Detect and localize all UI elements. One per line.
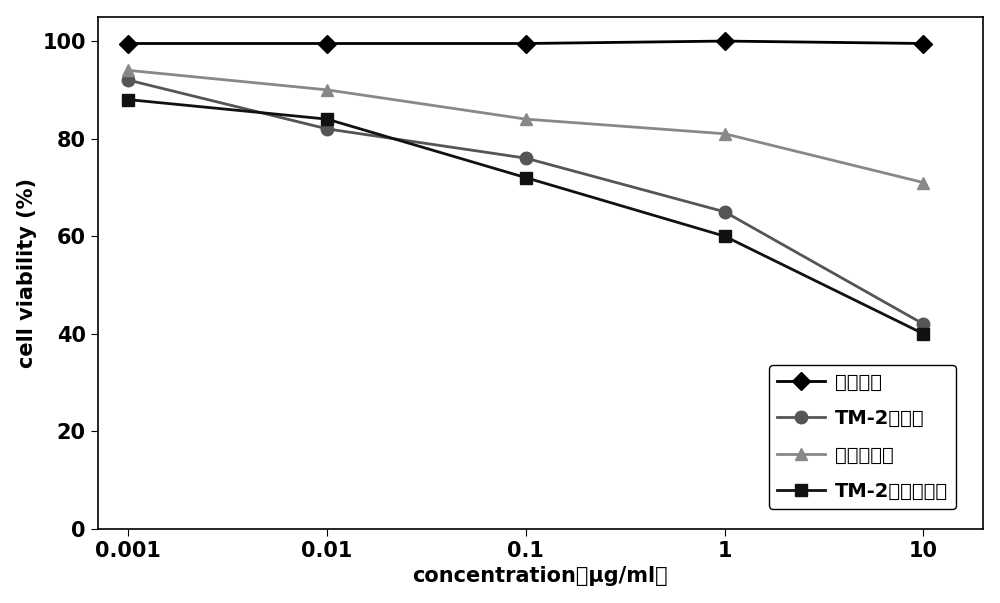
TM-2脂质微球组 — [520, 174, 532, 182]
阳性对照组 — [520, 116, 532, 123]
空白对照 — [520, 40, 532, 47]
TM-2脂质微球组 — [122, 96, 134, 103]
Line: TM-2脂质微球组: TM-2脂质微球组 — [122, 93, 930, 340]
空白对照 — [719, 37, 731, 45]
Line: 阳性对照组: 阳性对照组 — [122, 64, 930, 189]
空白对照 — [917, 40, 929, 47]
Y-axis label: cell viability (%): cell viability (%) — [17, 178, 37, 368]
TM-2溶液组 — [321, 125, 333, 133]
阳性对照组 — [719, 130, 731, 137]
TM-2溶液组 — [122, 77, 134, 84]
阳性对照组 — [917, 179, 929, 186]
空白对照 — [321, 40, 333, 47]
Legend: 空白对照, TM-2溶液组, 阳性对照组, TM-2脂质微球组: 空白对照, TM-2溶液组, 阳性对照组, TM-2脂质微球组 — [769, 365, 956, 509]
TM-2脂质微球组 — [917, 330, 929, 338]
阳性对照组 — [321, 86, 333, 93]
Line: 空白对照: 空白对照 — [122, 35, 930, 50]
Line: TM-2溶液组: TM-2溶液组 — [122, 74, 930, 330]
空白对照 — [122, 40, 134, 47]
X-axis label: concentration（μg/ml）: concentration（μg/ml） — [413, 566, 668, 586]
TM-2溶液组 — [520, 154, 532, 162]
TM-2溶液组 — [719, 208, 731, 215]
TM-2脂质微球组 — [719, 233, 731, 240]
TM-2脂质微球组 — [321, 116, 333, 123]
阳性对照组 — [122, 67, 134, 74]
TM-2溶液组 — [917, 320, 929, 327]
